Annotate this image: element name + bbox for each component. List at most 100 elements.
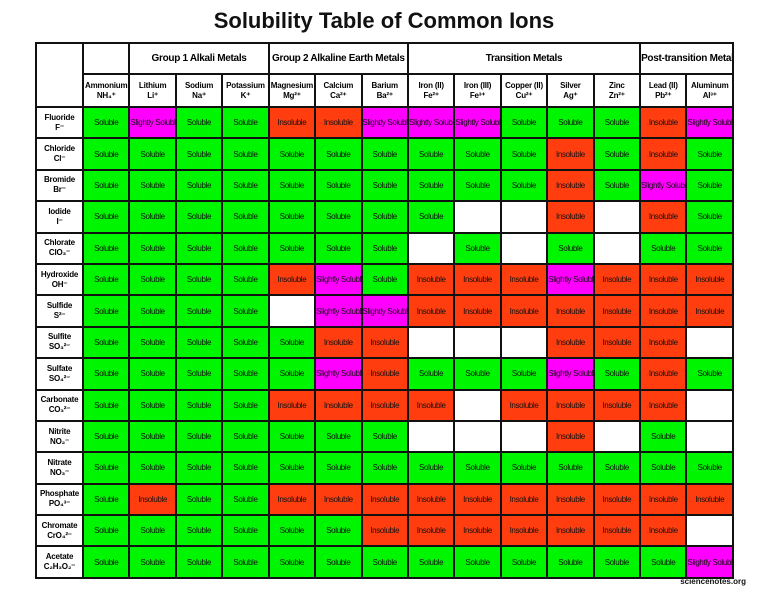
solubility-cell: Insoluble bbox=[360, 482, 409, 517]
cation-formula: Ca²⁺ bbox=[330, 90, 347, 100]
empty-cell bbox=[453, 325, 502, 360]
empty-cell bbox=[592, 200, 642, 234]
solubility-cell: Slightly Soluble bbox=[639, 168, 688, 203]
row-header: Hydroxide OH⁻ bbox=[35, 262, 84, 297]
solubility-cell: Soluble bbox=[221, 451, 270, 485]
cation-name: Ammonium bbox=[85, 80, 128, 90]
anion-formula: SO₃²⁻ bbox=[48, 342, 71, 352]
solubility-cell: Insoluble bbox=[499, 482, 549, 517]
cation-name: Iron (II) bbox=[418, 80, 445, 90]
cation-name: Potassium bbox=[226, 80, 265, 90]
anion-row: Sulfite SO₃²⁻ Soluble Soluble Soluble Soluble… bbox=[35, 325, 734, 360]
row-header: Sulfite SO₃²⁻ bbox=[35, 325, 84, 360]
empty-cell bbox=[499, 419, 549, 454]
solubility-cell: Insoluble bbox=[314, 325, 363, 360]
anion-row: Sulfide S²⁻ Soluble Soluble Soluble Soluble Sl… bbox=[35, 294, 734, 328]
solubility-cell: Soluble bbox=[639, 231, 688, 265]
empty-cell bbox=[453, 419, 502, 454]
solubility-cell: Soluble bbox=[174, 388, 224, 422]
anion-row: Acetate C₂H₃O₂⁻ Soluble Soluble Soluble Solub… bbox=[35, 545, 734, 579]
solubility-cell: Soluble bbox=[221, 388, 270, 422]
solubility-cell: Slightly Soluble bbox=[314, 262, 363, 297]
solubility-cell: Soluble bbox=[128, 294, 177, 328]
solubility-cell: Soluble bbox=[453, 168, 502, 203]
solubility-cell: Insoluble bbox=[406, 482, 456, 517]
solubility-cell: Soluble bbox=[314, 168, 363, 203]
anion-name: Iodide bbox=[48, 206, 71, 216]
cation-name: Lead (II) bbox=[648, 80, 678, 90]
solubility-cell: Insoluble bbox=[546, 200, 595, 234]
empty-cell bbox=[406, 325, 456, 360]
cation-formula: NH₄⁺ bbox=[96, 90, 116, 100]
solubility-cell: Insoluble bbox=[639, 137, 688, 171]
solubility-cell: Insoluble bbox=[685, 294, 734, 328]
anion-formula: NO₃⁻ bbox=[49, 467, 70, 477]
column-header: Aluminum Al³⁺ bbox=[685, 73, 734, 108]
column-header: Lead (II) Pb²⁺ bbox=[639, 73, 688, 108]
solubility-cell: Soluble bbox=[267, 419, 317, 454]
solubility-cell: Soluble bbox=[592, 105, 642, 140]
solubility-cell: Slightly Soluble bbox=[685, 545, 734, 579]
solubility-cell: Slightly Soluble bbox=[314, 294, 363, 328]
solubility-cell: Insoluble bbox=[267, 105, 317, 140]
anion-formula: Br⁻ bbox=[53, 185, 66, 195]
solubility-cell: Soluble bbox=[221, 137, 270, 171]
solubility-cell: Soluble bbox=[81, 231, 131, 265]
solubility-cell: Soluble bbox=[128, 451, 177, 485]
anion-name: Nitrate bbox=[47, 457, 72, 467]
solubility-cell: Insoluble bbox=[267, 482, 317, 517]
solubility-cell: Slightly Soluble bbox=[128, 105, 177, 140]
solubility-cell: Slightly Soluble bbox=[546, 262, 595, 297]
cation-formula: Ba²⁺ bbox=[376, 90, 394, 100]
solubility-cell: Soluble bbox=[81, 514, 131, 548]
solubility-cell: Soluble bbox=[592, 357, 642, 391]
column-header: Ammonium NH₄⁺ bbox=[81, 73, 131, 108]
anion-name: Chlorate bbox=[44, 238, 75, 248]
solubility-cell: Insoluble bbox=[592, 388, 642, 422]
solubility-cell: Soluble bbox=[267, 137, 317, 171]
empty-cell bbox=[685, 419, 734, 454]
solubility-cell: Soluble bbox=[314, 231, 363, 265]
anion-formula: F⁻ bbox=[55, 122, 64, 132]
solubility-cell: Soluble bbox=[639, 419, 688, 454]
empty-cell bbox=[592, 419, 642, 454]
column-header: Barium Ba²⁺ bbox=[360, 73, 409, 108]
solubility-cell: Insoluble bbox=[639, 105, 688, 140]
solubility-cell: Soluble bbox=[267, 200, 317, 234]
solubility-cell: Soluble bbox=[81, 105, 131, 140]
anion-row: Chlorate ClO₃⁻ Soluble Soluble Soluble Solubl… bbox=[35, 231, 734, 265]
column-header: Calcium Ca²⁺ bbox=[314, 73, 363, 108]
solubility-cell: Insoluble bbox=[267, 262, 317, 297]
anion-name: Sulfate bbox=[46, 363, 73, 373]
solubility-cell: Slightly Soluble bbox=[314, 357, 363, 391]
solubility-cell: Soluble bbox=[174, 137, 224, 171]
cation-name: Iron (III) bbox=[463, 80, 492, 90]
solubility-cell: Insoluble bbox=[499, 388, 549, 422]
row-header: Iodide I⁻ bbox=[35, 200, 84, 234]
empty-cell bbox=[406, 231, 456, 265]
anion-row: Fluoride F⁻ Soluble Slightly Soluble Soluble… bbox=[35, 105, 734, 140]
blank-group-cell bbox=[81, 42, 131, 75]
solubility-cell: Soluble bbox=[267, 545, 317, 579]
title: Solubility Table of Common Ions bbox=[213, 8, 555, 33]
group-header: Group 1 Alkali Metals bbox=[128, 42, 270, 75]
cation-formula: Li⁺ bbox=[147, 90, 158, 100]
solubility-cell: Soluble bbox=[221, 419, 270, 454]
empty-cell bbox=[685, 388, 734, 422]
solubility-cell: Soluble bbox=[685, 357, 734, 391]
solubility-cell: Insoluble bbox=[314, 388, 363, 422]
solubility-cell: Soluble bbox=[453, 231, 502, 265]
solubility-cell: Slightly Soluble bbox=[685, 105, 734, 140]
group-header: Post-transition Metals bbox=[639, 42, 734, 75]
cation-formula: Al³⁺ bbox=[702, 90, 717, 100]
empty-cell bbox=[406, 419, 456, 454]
solubility-cell: Soluble bbox=[128, 325, 177, 360]
solubility-cell: Insoluble bbox=[406, 388, 456, 422]
solubility-cell: Soluble bbox=[221, 514, 270, 548]
solubility-cell: Insoluble bbox=[546, 419, 595, 454]
solubility-cell: Soluble bbox=[174, 482, 224, 517]
anion-formula: ClO₃⁻ bbox=[48, 248, 71, 258]
solubility-cell: Insoluble bbox=[406, 294, 456, 328]
solubility-cell: Soluble bbox=[174, 262, 224, 297]
solubility-cell: Insoluble bbox=[314, 482, 363, 517]
